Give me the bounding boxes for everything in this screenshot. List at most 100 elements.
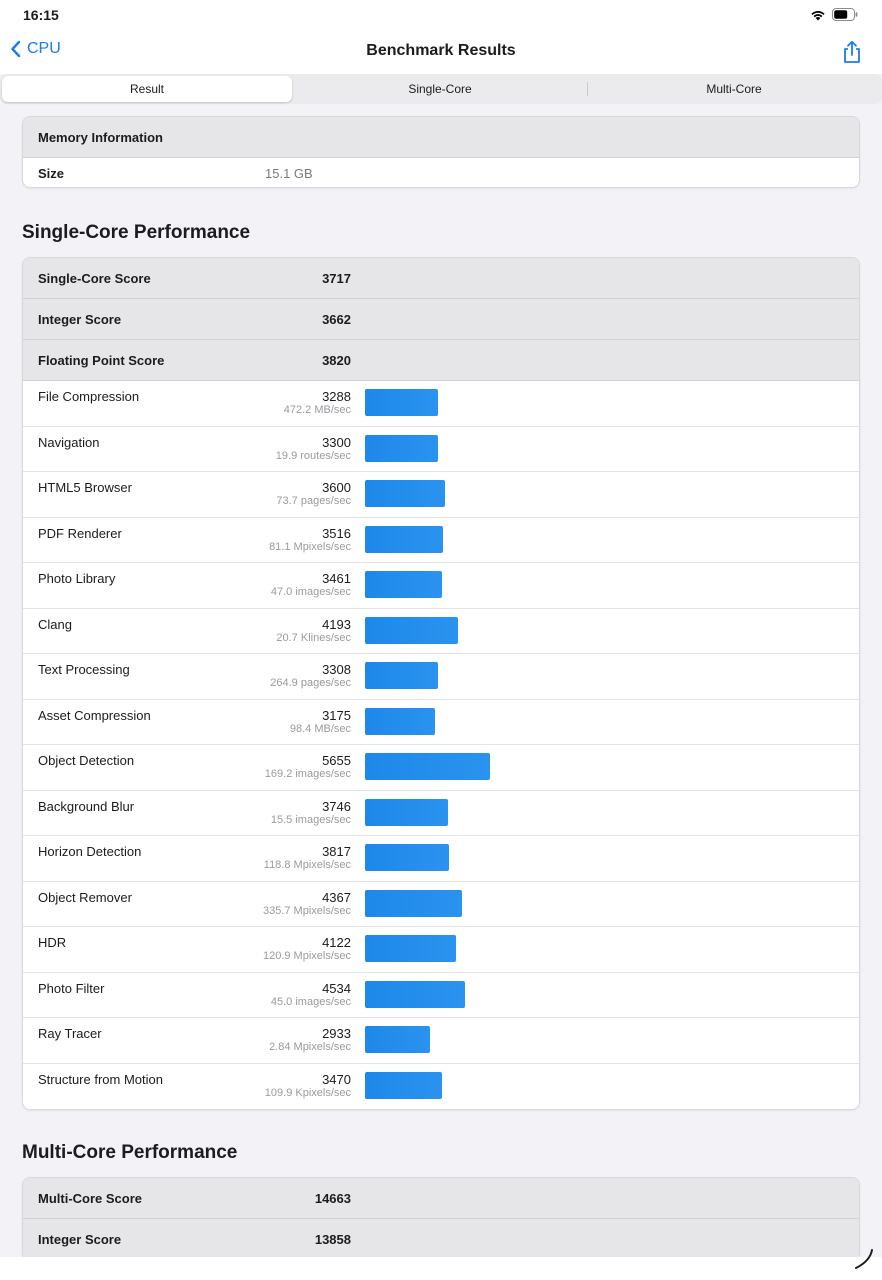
benchmark-row: HDR 4122 120.9 Mpixels/sec (23, 927, 859, 973)
summary-label: Multi-Core Score (38, 1191, 143, 1206)
summary-value: 14663 (314, 1191, 351, 1206)
single-core-card: Single-Core Score 3717 Integer Score 366… (22, 257, 860, 1110)
benchmark-bar (365, 662, 438, 689)
benchmark-rate: 47.0 images/sec (270, 586, 351, 598)
benchmark-row: Navigation 3300 19.9 routes/sec (23, 427, 859, 472)
back-button[interactable]: CPU (10, 40, 61, 58)
benchmark-rate: 264.9 pages/sec (270, 677, 351, 689)
status-bar: 16:15 (0, 0, 882, 30)
benchmark-score: 3461 (322, 571, 351, 586)
summary-value: 3820 (322, 353, 351, 368)
memory-size-value: 15.1 GB (265, 166, 313, 181)
status-time: 16:15 (23, 7, 59, 23)
benchmark-score: 3516 (322, 525, 351, 541)
summary-label: Integer Score (38, 1232, 122, 1247)
benchmark-name: File Compression (38, 389, 140, 404)
single-core-section-title: Single-Core Performance (22, 222, 251, 243)
benchmark-name: Object Remover (38, 889, 132, 905)
summary-label: Integer Score (38, 312, 122, 327)
benchmark-rate: 20.7 Klines/sec (276, 631, 351, 644)
summary-value: 13858 (314, 1232, 351, 1247)
benchmark-bar (365, 1026, 430, 1053)
benchmark-name: Text Processing (38, 662, 130, 677)
benchmark-list: File Compression 3288 472.2 MB/sec Navigati… (23, 381, 859, 1109)
benchmark-bar (365, 389, 438, 416)
benchmark-bar (365, 434, 438, 462)
benchmark-name: Background Blur (38, 798, 135, 814)
benchmark-row: Structure from Motion 3470 109.9 Kpixels/s… (23, 1064, 859, 1110)
multi-core-card: Multi-Core Score 14663 Integer Score 138… (22, 1177, 860, 1261)
benchmark-rate: 81.1 Mpixels/sec (269, 540, 351, 553)
memory-size-label: Size (38, 166, 65, 181)
benchmark-bar (365, 1071, 442, 1099)
benchmark-row: Horizon Detection 3817 118.8 Mpixels/sec (23, 836, 859, 882)
benchmark-rate: 109.9 Kpixels/sec (264, 1086, 351, 1099)
multi-core-section-title: Multi-Core Performance (22, 1142, 238, 1163)
benchmark-name: Ray Tracer (38, 1026, 102, 1041)
benchmark-bar (365, 571, 442, 598)
benchmark-row: Photo Filter 4534 45.0 images/sec (23, 973, 859, 1018)
benchmark-row: PDF Renderer 3516 81.1 Mpixels/sec (23, 518, 859, 563)
benchmark-row: Text Processing 3308 264.9 pages/sec (23, 654, 859, 700)
memory-header: Memory Information (23, 117, 859, 158)
multi-core-score-row: Multi-Core Score 14663 (23, 1178, 859, 1219)
benchmark-name: Clang (38, 616, 72, 632)
benchmark-bar (365, 707, 435, 735)
benchmark-bar (365, 525, 443, 553)
summary-label: Floating Point Score (38, 353, 165, 368)
benchmark-score: 4534 (322, 980, 351, 996)
benchmark-rate: 45.0 images/sec (270, 995, 351, 1008)
chevron-left-icon (11, 40, 21, 58)
share-button[interactable] (842, 40, 862, 69)
benchmark-rate: 118.8 Mpixels/sec (263, 859, 351, 871)
benchmark-score: 3300 (322, 434, 351, 450)
benchmark-name: Object Detection (38, 753, 135, 768)
benchmark-row: File Compression 3288 472.2 MB/sec (23, 381, 859, 427)
benchmark-rate: 2.84 Mpixels/sec (269, 1041, 351, 1053)
benchmark-row: HTML5 Browser 3600 73.7 pages/sec (23, 472, 859, 518)
benchmark-score: 3308 (322, 662, 351, 677)
navigation-bar: CPU Benchmark Results (0, 30, 882, 74)
benchmark-bar (365, 480, 445, 507)
benchmark-rate: 15.5 images/sec (270, 813, 351, 826)
benchmark-score: 3175 (322, 707, 351, 723)
bottom-edge (0, 1257, 882, 1280)
benchmark-score: 2933 (322, 1026, 351, 1041)
benchmark-rate: 169.2 images/sec (264, 768, 351, 780)
summary-label: Single-Core Score (38, 271, 151, 286)
benchmark-score: 4193 (322, 616, 351, 632)
benchmark-bar (365, 798, 448, 826)
tab-result[interactable]: Result (2, 76, 292, 102)
benchmark-name: HTML5 Browser (38, 480, 132, 495)
benchmark-score: 3600 (322, 480, 351, 495)
benchmark-name: Navigation (38, 434, 100, 450)
memory-header-label: Memory Information (38, 130, 163, 145)
benchmark-row: Photo Library 3461 47.0 images/sec (23, 563, 859, 609)
benchmark-row: Asset Compression 3175 98.4 MB/sec (23, 700, 859, 745)
benchmark-name: Photo Filter (38, 980, 105, 996)
benchmark-name: HDR (38, 935, 67, 950)
benchmark-score: 3288 (322, 389, 351, 404)
tab-multi-core[interactable]: Multi-Core (706, 82, 762, 96)
benchmark-bar (365, 935, 456, 962)
benchmark-rate: 73.7 pages/sec (276, 495, 351, 507)
back-button-label: CPU (27, 40, 61, 57)
battery-icon (832, 8, 858, 26)
benchmark-bar (365, 616, 458, 644)
benchmark-rate: 335.7 Mpixels/sec (262, 904, 351, 917)
single-core-score-row: Single-Core Score 3717 (23, 258, 859, 299)
multi-integer-score-row: Integer Score 13858 (23, 1219, 859, 1260)
benchmark-rate: 120.9 Mpixels/sec (262, 950, 351, 962)
summary-value: 3662 (322, 312, 351, 327)
tab-single-core[interactable]: Single-Core (408, 82, 472, 96)
benchmark-bar (365, 980, 465, 1008)
benchmark-score: 4122 (322, 935, 351, 950)
benchmark-row: Object Detection 5655 169.2 images/sec (23, 745, 859, 791)
benchmark-name: PDF Renderer (38, 525, 122, 541)
benchmark-row: Ray Tracer 2933 2.84 Mpixels/sec (23, 1018, 859, 1064)
floating-point-score-row: Floating Point Score 3820 (23, 340, 859, 381)
share-icon (844, 40, 860, 63)
status-icons (810, 8, 858, 26)
benchmark-row: Background Blur 3746 15.5 images/sec (23, 791, 859, 836)
memory-size-row: Size 15.1 GB (23, 158, 859, 187)
